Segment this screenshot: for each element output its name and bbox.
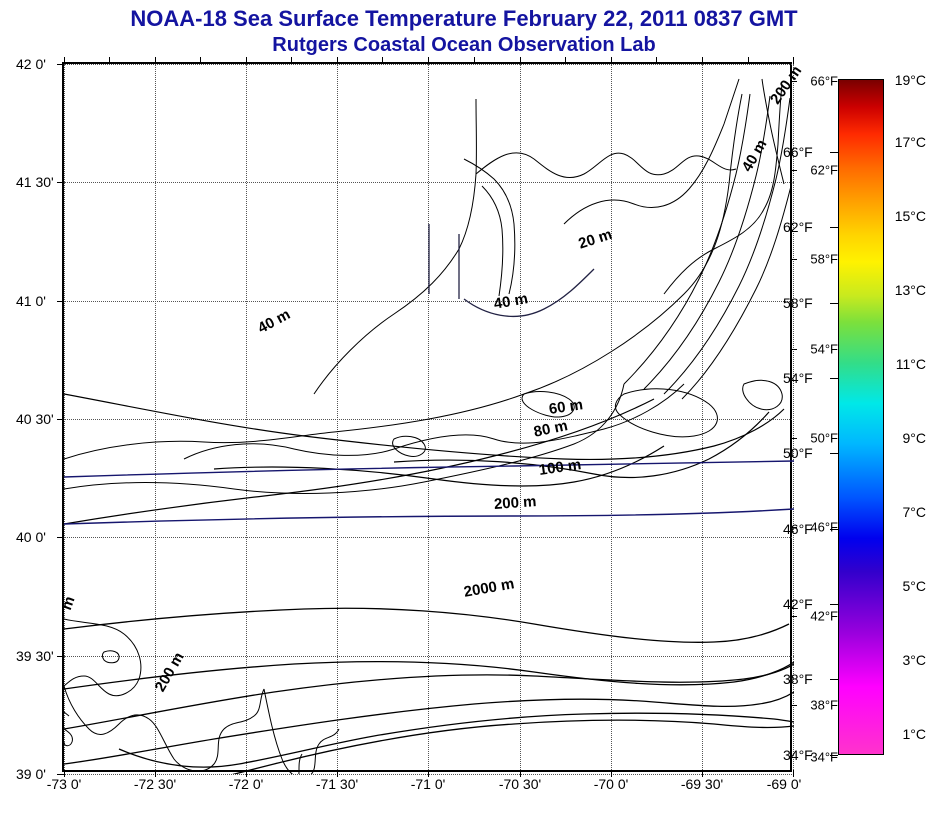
y-axis-label-3: 40 30' [16, 411, 54, 427]
y-axis-label-0: 39 0' [16, 766, 46, 782]
page-title: NOAA-18 Sea Surface Temperature February… [0, 6, 928, 32]
colorbar-tick-f [830, 679, 838, 680]
y-axis-label-5: 41 30' [16, 174, 54, 190]
colorbar-f-5: 54°F [783, 370, 813, 386]
y-axis-right-label-4: 50°F [810, 431, 838, 446]
x-axis-label-6: -70 0' [594, 776, 629, 792]
colorbar-f-3: 46°F [783, 521, 813, 537]
colorbar-f-2: 42°F [783, 596, 813, 612]
x-axis-label-0: -73 0' [47, 776, 82, 792]
y-axis-right-label-2: 42°F [810, 609, 838, 624]
colorbar-tick-f [830, 604, 838, 605]
colorbar-tick-f [830, 453, 838, 454]
colorbar-f-1: 38°F [783, 671, 813, 687]
colorbar-c-7: 15°C [895, 208, 926, 224]
y-tick[interactable] [57, 774, 64, 775]
x-axis-label-2: -72 0' [229, 776, 264, 792]
y-axis-label-2: 40 0' [16, 529, 46, 545]
colorbar-c-0: 1°C [903, 726, 927, 742]
colorbar-tick-f [830, 152, 838, 153]
colorbar-f-4: 50°F [783, 445, 813, 461]
gridline-latitude [64, 774, 794, 775]
header-titles: NOAA-18 Sea Surface Temperature February… [0, 6, 928, 57]
y-axis-right-label-0: 34°F [810, 750, 838, 765]
colorbar-f-7: 62°F [783, 219, 813, 235]
y-tick[interactable] [57, 537, 64, 538]
colorbar-tick-f [830, 529, 838, 530]
y-axis-right-label-5: 54°F [810, 342, 838, 357]
colorbar-f-0: 34°F [783, 747, 813, 763]
x-axis-label-1: -72 30' [134, 776, 176, 792]
colorbar-tick-f [830, 755, 838, 756]
y-tick-right[interactable] [790, 170, 797, 171]
y-axis-label-1: 39 30' [16, 648, 54, 664]
colorbar-c-8: 17°C [895, 134, 926, 150]
y-tick[interactable] [57, 64, 64, 65]
page-subtitle: Rutgers Coastal Ocean Observation Lab [0, 34, 928, 57]
x-axis-label-8: -69 0' [767, 776, 802, 792]
colorbar-tick-f [830, 303, 838, 304]
colorbar-c-4: 9°C [903, 430, 927, 446]
colorbar-c-2: 5°C [903, 578, 927, 594]
colorbar-c-9: 19°C [895, 72, 926, 88]
y-tick-right[interactable] [790, 349, 797, 350]
y-tick-right[interactable] [790, 616, 797, 617]
x-axis-label-4: -71 0' [411, 776, 446, 792]
colorbar-c-6: 13°C [895, 282, 926, 298]
y-axis-label-6: 42 0' [16, 56, 46, 72]
x-axis-label-5: -70 30' [499, 776, 541, 792]
y-axis-right-label-7: 62°F [810, 163, 838, 178]
colorbar-gradient [838, 79, 884, 755]
y-tick[interactable] [57, 656, 64, 657]
y-tick-right[interactable] [790, 259, 797, 260]
colorbar-tick-f [830, 227, 838, 228]
y-axis-label-4: 41 0' [16, 293, 46, 309]
y-tick[interactable] [57, 182, 64, 183]
colorbar-c-1: 3°C [903, 652, 927, 668]
colorbar-f-6: 58°F [783, 295, 813, 311]
y-axis-right-label-6: 58°F [810, 252, 838, 267]
x-axis-label-7: -69 30' [681, 776, 723, 792]
y-tick-right[interactable] [790, 705, 797, 706]
y-tick-right[interactable] [790, 81, 797, 82]
y-axis-right-label-3: 46°F [810, 520, 838, 535]
x-axis-label-3: -71 30' [316, 776, 358, 792]
colorbar-c-5: 11°C [896, 356, 926, 372]
y-axis-right-label-1: 38°F [810, 698, 838, 713]
colorbar-f-8: 66°F [783, 144, 813, 160]
depth-contour-label-8: 200 m [493, 493, 537, 513]
colorbar-c-3: 7°C [903, 504, 927, 520]
sst-colorbar[interactable]: 34°F 38°F 42°F 46°F 50°F 54°F 58°F 62°F … [838, 62, 884, 772]
y-tick[interactable] [57, 419, 64, 420]
y-tick-right[interactable] [790, 438, 797, 439]
y-tick[interactable] [57, 301, 64, 302]
colorbar-tick-f [830, 378, 838, 379]
y-axis-right-label-8: 66°F [810, 74, 838, 89]
